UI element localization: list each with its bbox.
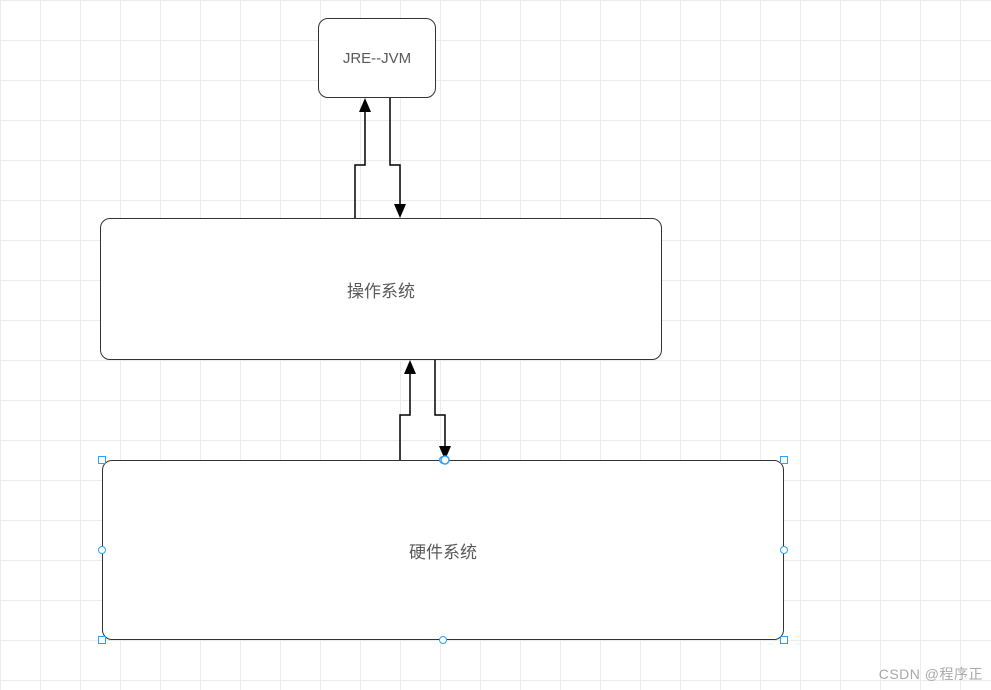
watermark-text: CSDN @程序正	[879, 664, 983, 684]
selection-handle-se[interactable]	[780, 636, 788, 644]
node-hardware-label: 硬件系统	[409, 538, 477, 563]
selection-handle-nw[interactable]	[98, 456, 106, 464]
node-os[interactable]: 操作系统	[100, 218, 662, 360]
node-jvm-label: JRE--JVM	[343, 50, 411, 67]
node-hardware[interactable]: 硬件系统	[102, 460, 784, 640]
node-jvm[interactable]: JRE--JVM	[318, 18, 436, 98]
selection-handle-e[interactable]	[780, 546, 788, 554]
selection-handle-w[interactable]	[98, 546, 106, 554]
diagram-canvas[interactable]: JRE--JVM 操作系统 硬件系统	[0, 0, 991, 690]
selection-handle-sw[interactable]	[98, 636, 106, 644]
selection-handle-ne[interactable]	[780, 456, 788, 464]
selection-handle-s[interactable]	[439, 636, 447, 644]
node-os-label: 操作系统	[347, 277, 415, 302]
selection-handle-n[interactable]	[439, 456, 447, 464]
